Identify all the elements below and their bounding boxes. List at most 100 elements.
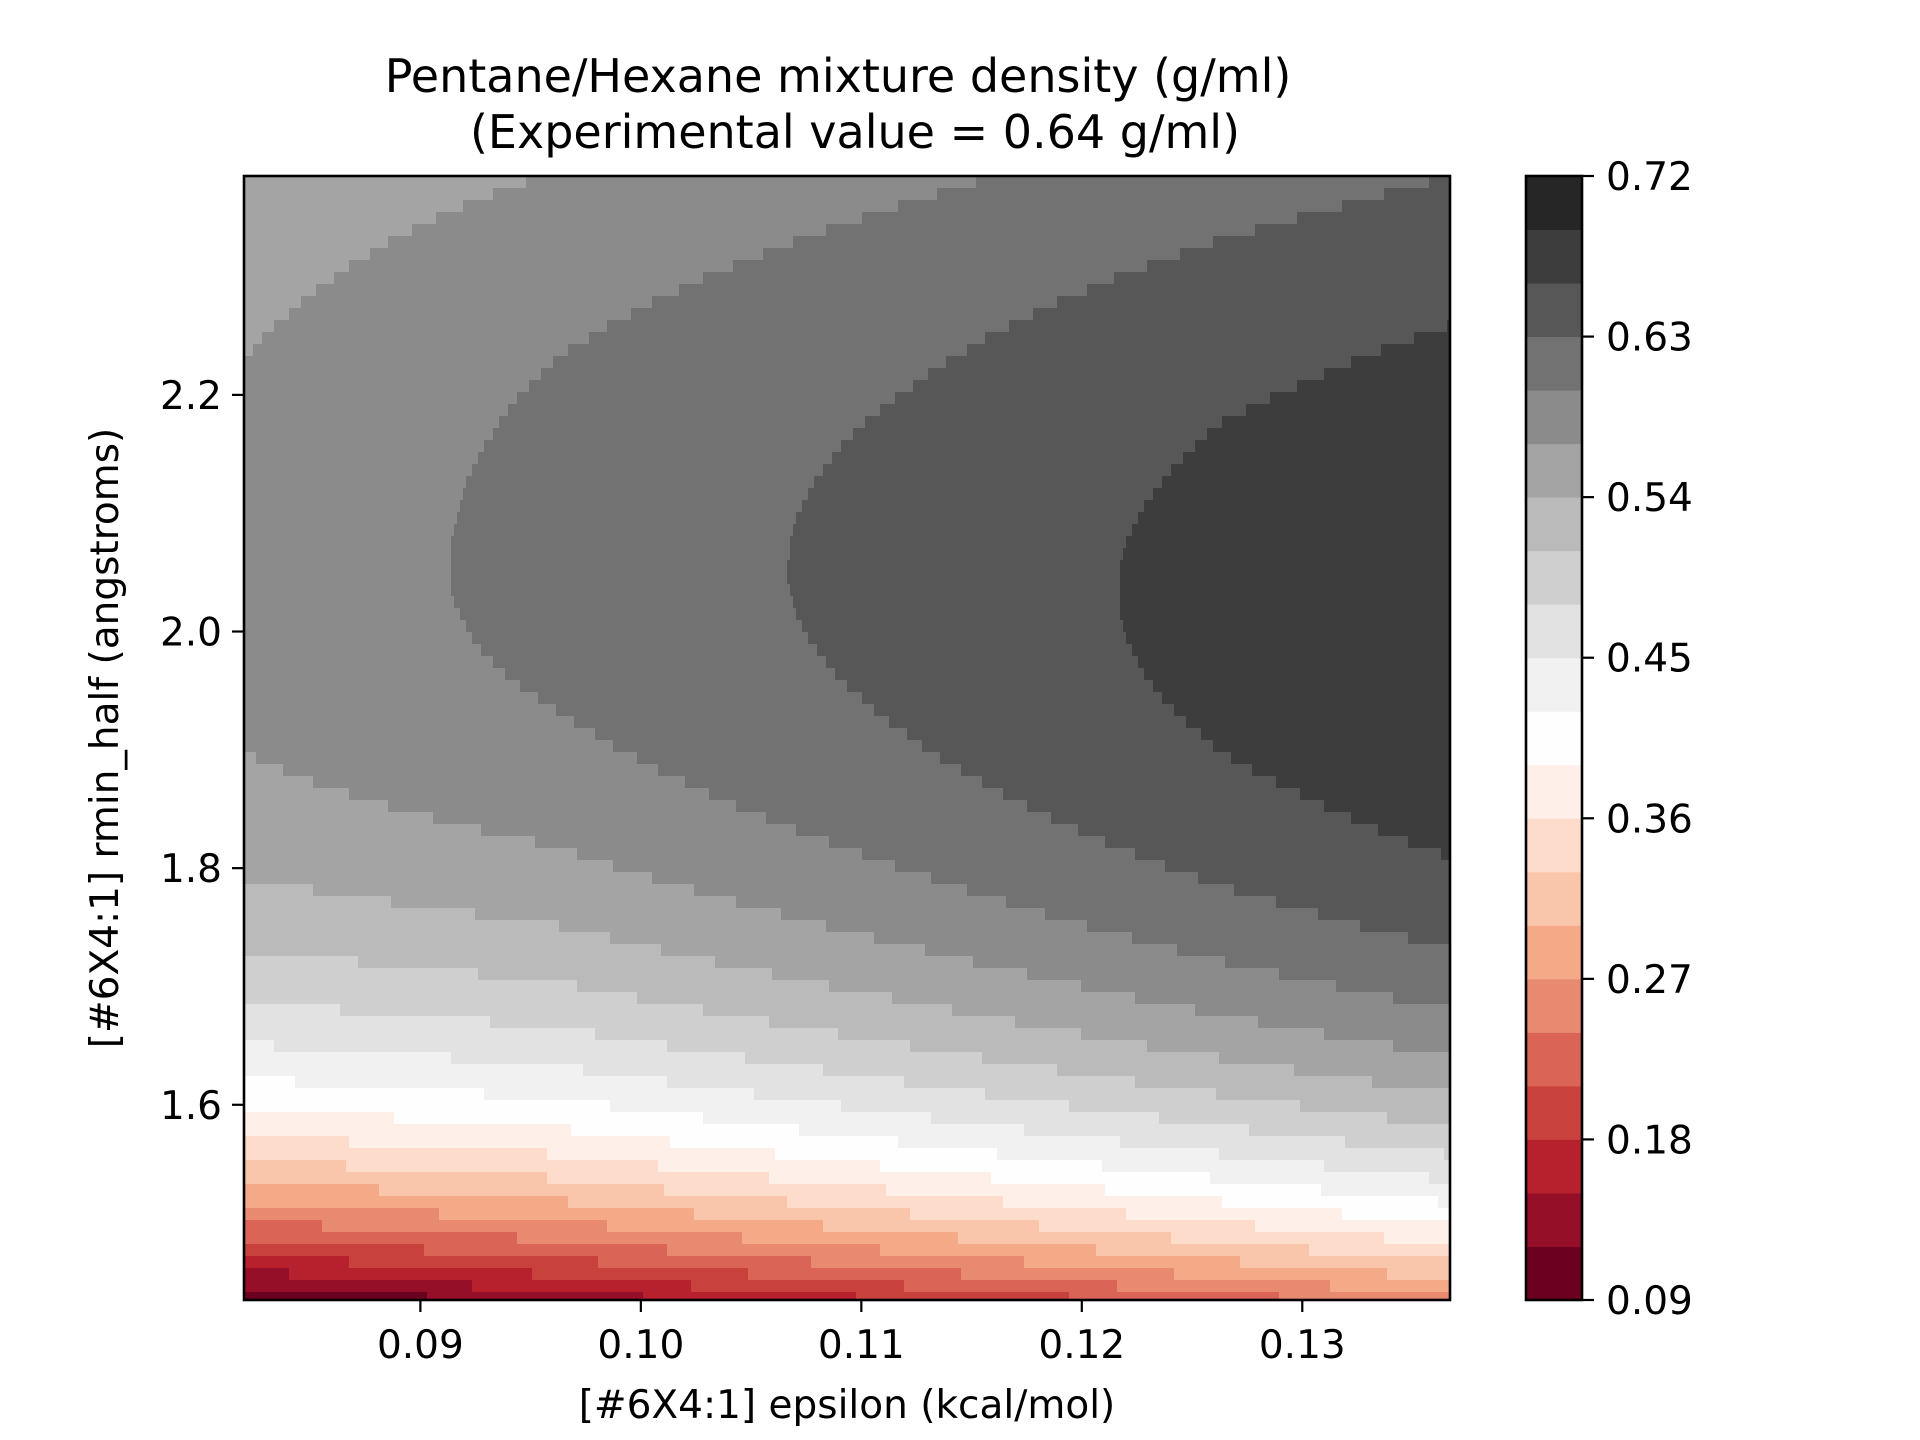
contour-band-cell [1276,896,1450,909]
contour-band-cell [475,908,782,921]
contour-band-cell [1138,656,1450,669]
contour-band-cell [787,1196,1004,1209]
contour-band-cell [967,884,1235,897]
contour-band-cell [1057,296,1450,309]
contour-band-cell [244,764,284,777]
contour-band-cell [598,1256,812,1269]
contour-band-cell [790,584,1121,597]
contour-band-cell [349,260,734,273]
contour-band-cell [1384,1232,1450,1245]
contour-band-cell [769,1172,992,1185]
contour-band-cell [526,176,977,189]
contour-band-cell [472,632,809,645]
contour-band-cell [703,272,1115,285]
contour-band-cell [439,1208,695,1221]
contour-band-cell [1057,1064,1295,1077]
contour-band-cell [244,992,638,1005]
contour-band-cell [1381,344,1450,357]
contour-band-cell [388,800,737,813]
contour-band-cell [1165,860,1450,873]
contour-band-cell [1174,1268,1388,1281]
contour-band-cell [391,896,737,909]
contour-band-cell [928,368,1325,381]
contour-band-cell [1447,320,1450,333]
contour-band-cell [1393,992,1450,1005]
contour-band-cell [346,1160,659,1173]
contour-band-cell [244,176,527,189]
contour-band-cell [244,1028,596,1041]
contour-band-cell [1138,512,1450,525]
contour-band-cell [1408,836,1450,849]
contour-band-cell [262,332,590,345]
chart-title: Pentane/Hexane mixture density (g/ml) [385,49,1292,103]
contour-band-cell [1345,1136,1450,1149]
contour-band-cell [274,1040,668,1053]
contour-band-cell [451,560,788,573]
contour-band-cell [478,452,833,465]
contour-band-cell [577,980,830,993]
contour-band-cell [1096,1244,1310,1257]
contour-band-cell [1393,1040,1450,1053]
contour-band-cell [610,932,875,945]
contour-band-cell [880,1244,1097,1257]
colorbar-segment [1526,176,1582,231]
contour-band-cell [505,668,836,681]
contour-band-cell [244,596,455,609]
contour-band-cell [889,716,1187,729]
contour-band-cell [451,536,791,549]
contour-band-cell [244,1136,350,1149]
colorbar-segment [1526,443,1582,498]
colorbar-segment [1526,497,1582,552]
contour-band-cell [532,1268,749,1281]
contour-band-cell [1279,968,1450,981]
contour-band-cell [946,356,1352,369]
contour-band-cell [874,704,1175,717]
contour-band-cell [244,428,494,441]
contour-band-cell [1258,1016,1450,1029]
contour-band-cell [787,560,1121,573]
contour-band-cell [652,872,932,885]
contour-band-cell [904,1076,1136,1089]
contour-band-cell [499,416,866,429]
contour-band-cell [535,836,830,849]
contour-band-cell [244,404,509,417]
contour-band-cell [424,1244,668,1257]
contour-band-cell [667,1244,881,1257]
contour-band-cell [733,260,1148,273]
contour-band-cell [493,656,827,669]
contour-band-cell [829,836,1106,849]
contour-band-cell [244,500,461,513]
contour-band-cell [709,788,1004,801]
contour-band-cell [244,1232,518,1245]
colorbar-segment [1526,550,1582,605]
colorbar-segment [1526,336,1582,391]
contour-band-cell [796,512,1139,525]
contour-band-cell [547,1172,770,1185]
contour-band-cell [637,992,893,1005]
contour-band-cell [244,1076,296,1089]
contour-band-cell [1120,560,1450,573]
contour-band-cell [1321,1184,1450,1197]
contour-band-cell [793,596,1121,609]
contour-band-cell [244,308,290,321]
contour-band-cell [631,308,1034,321]
contour-band-cell [244,332,263,345]
contour-band-cell [826,224,1256,237]
contour-band-cell [412,224,827,237]
y-tick-label: 2.0 [160,611,222,656]
contour-band-cell [913,380,1298,393]
chart-subtitle: (Experimental value = 0.64 g/ml) [470,105,1240,159]
x-tick-label: 0.10 [597,1323,684,1368]
contour-band-cell [910,1040,1148,1053]
contour-band-cell [1078,824,1379,837]
contour-band-cell [244,800,389,813]
contour-band-cell [1081,980,1337,993]
contour-band-cell [772,968,1028,981]
contour-band-cell [1186,716,1450,729]
contour-band-cell [1117,1280,1331,1293]
contour-band-cell [244,212,437,225]
contour-band-cell [790,548,1124,561]
contour-band-cell [892,992,1136,1005]
contour-band-cell [253,344,569,357]
